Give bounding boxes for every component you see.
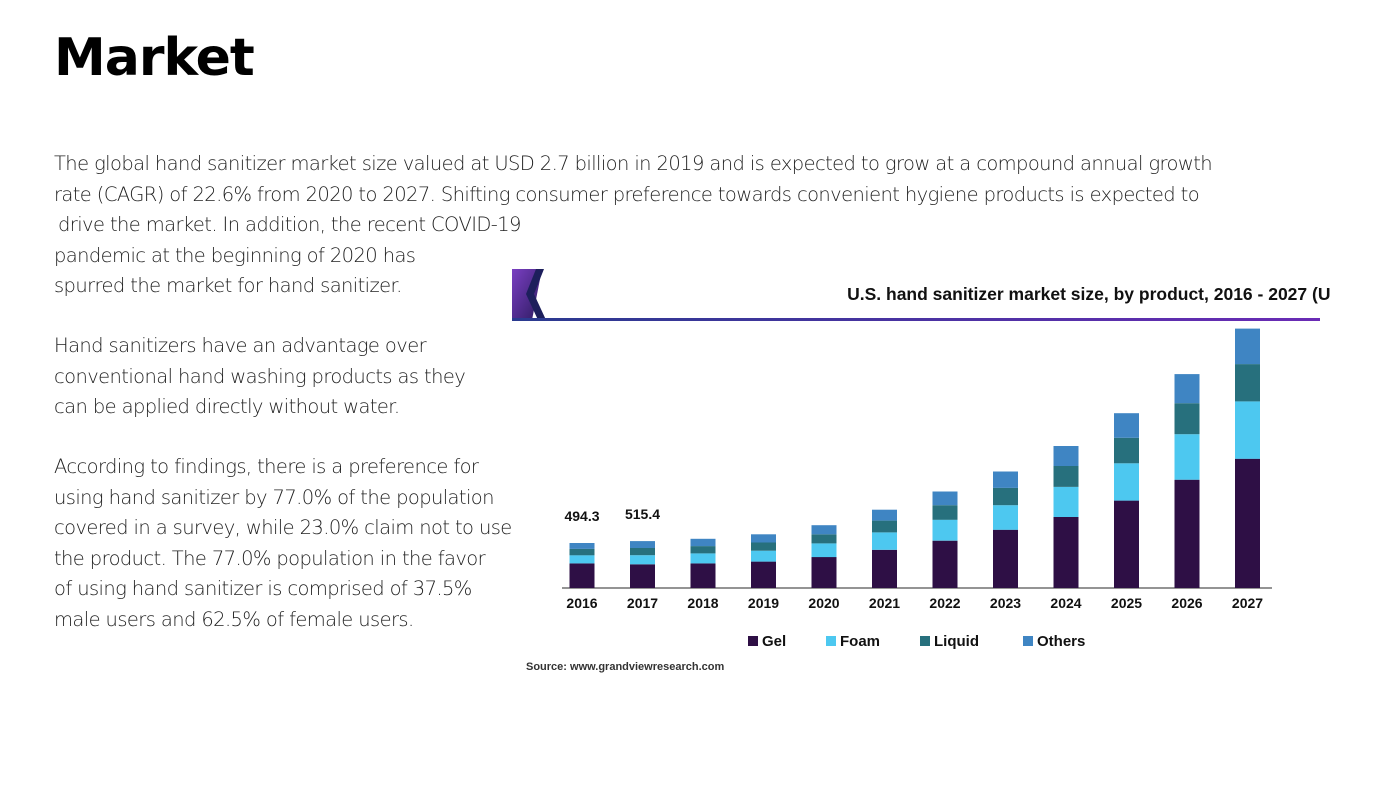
bar-foam-2024 (1053, 487, 1079, 517)
bar-gel-2026 (1174, 479, 1200, 588)
bar-others-2027 (1235, 328, 1260, 365)
advantage-line: conventional hand washing products as th… (54, 364, 466, 388)
findings-line: the product. The 77.0% population in the… (54, 546, 486, 570)
bar-gel-2021 (872, 549, 897, 588)
bar-others-2022 (932, 491, 958, 506)
bar-foam-2021 (872, 532, 897, 550)
bar-gel-2027 (1235, 458, 1260, 588)
legend: Gel Foam Liquid Others (748, 633, 1085, 650)
bar-others-2026 (1174, 374, 1200, 404)
intro-line: pandemic at the beginning of 2020 has (54, 243, 416, 267)
x-tick-2025: 2025 (1111, 595, 1142, 611)
x-tick-labels: 2016 2017 2018 2019 2020 2021 2022 2023 2024 2025… (566, 595, 1263, 611)
chart-source: Source: www.grandviewresearch.com (526, 661, 724, 673)
bar-others-2024 (1053, 446, 1079, 466)
x-tick-2017: 2017 (627, 595, 658, 611)
findings-line: male users and 62.5% of female users. (54, 607, 414, 631)
x-tick-2024: 2024 (1050, 595, 1081, 611)
bar-others-2023 (993, 471, 1018, 488)
bar-liquid-2017 (630, 547, 655, 556)
bar-liquid-2027 (1235, 364, 1260, 402)
legend-label-foam: Foam (840, 633, 880, 650)
bar-foam-2022 (932, 519, 958, 541)
title-rule (512, 318, 1320, 321)
bar-liquid-2016 (569, 548, 595, 556)
legend-swatch-liquid (920, 636, 930, 646)
x-tick-2022: 2022 (929, 595, 960, 611)
bar-liquid-2020 (811, 534, 837, 544)
page-title: Market (54, 28, 255, 88)
bar-gel-2017 (630, 564, 655, 588)
bar-gel-2020 (811, 557, 837, 588)
bar-liquid-2018 (690, 546, 716, 554)
findings-line: covered in a survey, while 23.0% claim n… (54, 516, 512, 539)
bar-gel-2023 (993, 529, 1018, 588)
intro-line: The global hand sanitizer market size va… (54, 152, 1213, 175)
bar-foam-2020 (811, 543, 837, 558)
advantage-line: Hand sanitizers have an advantage over (54, 334, 427, 357)
bar-others-2018 (690, 538, 716, 547)
bar-foam-2018 (690, 553, 716, 564)
advantage-line: can be applied directly without water. (54, 395, 400, 418)
intro-line: drive the market. In addition, the recen… (58, 213, 521, 236)
x-tick-2018: 2018 (687, 595, 718, 611)
legend-label-liquid: Liquid (934, 633, 979, 650)
bar-liquid-2024 (1053, 466, 1079, 487)
bar-gel-2018 (690, 563, 716, 588)
intro-line: spurred the market for hand sanitizer. (54, 274, 402, 297)
data-label-2017: 515.4 (625, 506, 660, 522)
bar-liquid-2023 (993, 487, 1018, 506)
bar-others-2016 (569, 543, 595, 549)
chart-title: U.S. hand sanitizer market size, by prod… (847, 284, 1330, 304)
legend-swatch-foam (826, 636, 836, 646)
legend-label-gel: Gel (762, 633, 786, 650)
x-tick-2016: 2016 (566, 595, 597, 611)
findings-paragraph: According to findings, there is a prefer… (54, 452, 514, 635)
intro-paragraph: The global hand sanitizer market size va… (54, 149, 1344, 302)
bar-liquid-2021 (872, 520, 897, 533)
bar-foam-2025 (1114, 463, 1139, 501)
findings-line: According to findings, there is a prefer… (54, 455, 479, 478)
legend-label-others: Others (1037, 633, 1085, 650)
bar-foam-2026 (1174, 434, 1200, 480)
bar-foam-2027 (1235, 401, 1260, 459)
bar-others-2020 (811, 525, 837, 535)
legend-swatch-others (1023, 636, 1033, 646)
x-tick-2020: 2020 (808, 595, 839, 611)
bar-foam-2017 (630, 555, 655, 565)
bar-foam-2023 (993, 505, 1018, 530)
bar-gel-2019 (751, 561, 776, 588)
brand-logo-icon (512, 269, 546, 320)
bar-others-2021 (872, 509, 897, 521)
bar-liquid-2022 (932, 505, 958, 520)
bar-liquid-2025 (1114, 437, 1139, 464)
bar-gel-2016 (569, 563, 595, 588)
findings-line: of using hand sanitizer is comprised of … (54, 577, 472, 600)
data-label-2016: 494.3 (564, 508, 599, 524)
legend-swatch-gel (748, 636, 758, 646)
intro-line: rate (CAGR) of 22.6% from 2020 to 2027. … (54, 182, 1200, 206)
bar-area (569, 328, 1260, 588)
x-tick-2021: 2021 (869, 595, 900, 611)
bar-liquid-2026 (1174, 403, 1200, 435)
bar-gel-2025 (1114, 500, 1139, 588)
bar-others-2019 (751, 534, 776, 543)
x-tick-2019: 2019 (748, 595, 779, 611)
advantage-paragraph: Hand sanitizers have an advantage over c… (54, 331, 504, 423)
data-labels: 494.3 515.4 (564, 506, 660, 524)
bar-gel-2024 (1053, 517, 1079, 588)
bar-gel-2022 (932, 540, 958, 588)
x-tick-2027: 2027 (1232, 595, 1263, 611)
bar-foam-2019 (751, 550, 776, 562)
x-tick-2026: 2026 (1171, 595, 1202, 611)
findings-line: using hand sanitizer by 77.0% of the pop… (54, 485, 494, 509)
bar-liquid-2019 (751, 542, 776, 551)
market-size-chart: U.S. hand sanitizer market size, by prod… (512, 269, 1330, 673)
x-tick-2023: 2023 (990, 595, 1021, 611)
bar-others-2017 (630, 541, 655, 548)
bar-others-2025 (1114, 413, 1139, 438)
bar-foam-2016 (569, 555, 595, 564)
